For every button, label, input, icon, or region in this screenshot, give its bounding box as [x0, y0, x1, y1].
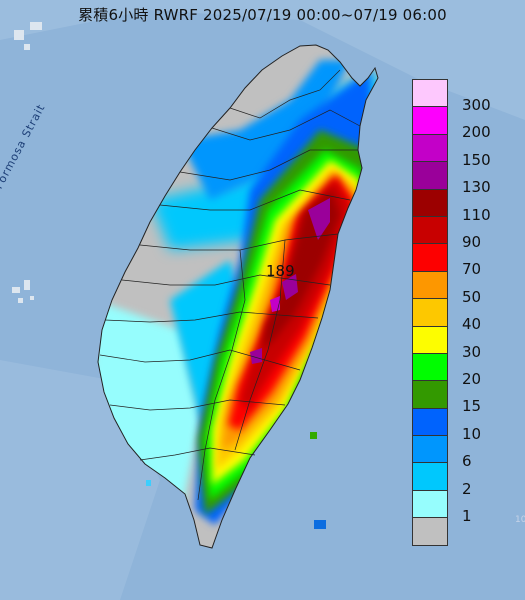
legend-swatch: [412, 518, 448, 546]
map-title: 累積6小時 RWRF 2025/07/19 00:00~07/19 06:00: [78, 6, 447, 24]
legend-swatch: [412, 244, 448, 272]
legend-swatch: [412, 299, 448, 327]
legend-label: 10: [462, 424, 482, 443]
legend-label: 40: [462, 315, 482, 334]
legend-label: 200: [462, 123, 491, 142]
max-rainfall-label: 189: [266, 262, 295, 280]
legend-label: 90: [462, 233, 482, 251]
legend-label: 1: [462, 507, 472, 525]
legend-swatch: [412, 162, 448, 190]
legend-label: 130: [462, 178, 491, 197]
rainfall-legend: [412, 79, 448, 546]
legend-swatch: [412, 381, 448, 409]
legend-swatch: [412, 408, 448, 437]
legend-label: 30: [462, 342, 482, 361]
islet-south: [146, 480, 151, 486]
legend-swatch: [412, 326, 448, 354]
kinmen-islands: [14, 22, 42, 50]
legend-label: 15: [462, 397, 482, 416]
legend-swatch: [412, 216, 448, 245]
county-boundaries: [99, 69, 361, 501]
legend-label: 2: [462, 479, 472, 498]
penghu-islands: [12, 280, 34, 303]
legend-label: 70: [462, 260, 482, 279]
taiwan-coastline: [97, 44, 379, 549]
legend-label: 110: [462, 205, 491, 224]
legend-label: 20: [462, 370, 482, 388]
legend-swatch: [412, 189, 448, 217]
legend-swatch: [412, 271, 448, 300]
legend-swatch: [412, 79, 448, 108]
legend-label: 6: [462, 452, 472, 471]
green-island: [310, 432, 317, 439]
legend-label: 50: [462, 287, 482, 306]
legend-swatch: [412, 353, 448, 382]
legend-swatch: [412, 107, 448, 135]
legend-label: 150: [462, 150, 491, 169]
sea-shade: [0, 0, 525, 120]
legend-swatch: [412, 134, 448, 163]
legend-label: 300: [462, 96, 491, 114]
orchid-island: [314, 520, 326, 529]
corner-text: 10: [515, 515, 525, 525]
legend-swatch: [412, 490, 448, 519]
legend-swatch: [412, 436, 448, 464]
legend-swatch: [412, 463, 448, 491]
